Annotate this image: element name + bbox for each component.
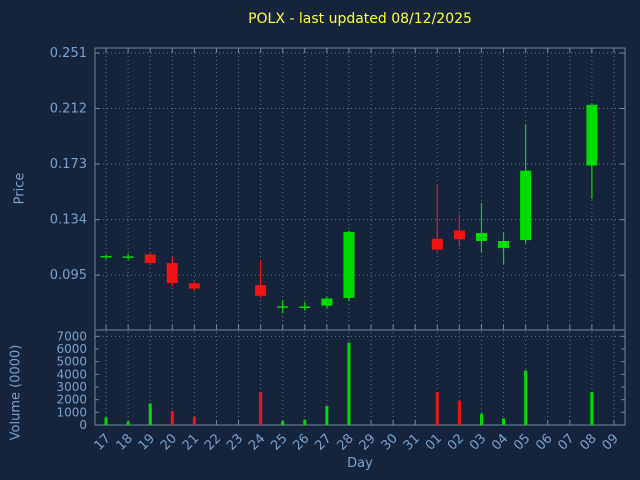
candle-body [166, 263, 178, 283]
volume-plot-border [94, 329, 626, 426]
x-tick-label: 06 [533, 431, 555, 453]
candle-03 [475, 202, 487, 253]
candle-24 [255, 260, 267, 298]
x-tick-label: 09 [599, 431, 621, 453]
x-tick-label: 20 [158, 431, 180, 453]
price-tick-label: 0.251 [50, 46, 87, 61]
price-tick-label: 0.173 [50, 157, 87, 172]
gridlines [95, 48, 625, 425]
candle-body [453, 230, 465, 240]
x-tick-label: 05 [511, 431, 533, 453]
volume-bar-24 [259, 392, 263, 425]
x-tick-label: 24 [246, 431, 268, 453]
volume-tick-label: 0 [79, 418, 87, 432]
x-tick-label: 23 [224, 431, 246, 453]
volume-tick-label: 6000 [56, 342, 87, 356]
volume-bar-04 [502, 418, 506, 425]
x-tick-label: 18 [114, 431, 136, 453]
x-tick-label: 19 [136, 431, 158, 453]
candle-body [188, 283, 200, 289]
volume-bar-28 [347, 342, 351, 425]
volume-bar-25 [281, 421, 285, 425]
candle-body [144, 254, 156, 264]
x-tick-label: 30 [379, 431, 401, 453]
candle-21 [188, 281, 200, 291]
price-tick-label: 0.095 [50, 268, 87, 283]
volume-bars [104, 342, 594, 425]
x-tick-label: 25 [268, 431, 290, 453]
volume-tick-label: 5000 [56, 355, 87, 369]
candle-body [520, 170, 532, 241]
price-tick-label: 0.134 [50, 213, 87, 228]
candle-19 [144, 253, 156, 265]
price-tick-label: 0.212 [50, 102, 87, 117]
volume-bar-02 [457, 400, 461, 425]
candle-18 [122, 253, 134, 260]
candle-01 [431, 184, 443, 252]
x-tick-label: 29 [357, 431, 379, 453]
candle-body [475, 233, 487, 241]
candle-body [498, 240, 510, 249]
candle-05 [520, 124, 532, 244]
candle-08 [586, 103, 598, 200]
candle-body [586, 104, 598, 166]
candle-body [122, 256, 134, 258]
candle-26 [299, 301, 311, 311]
candle-body [343, 231, 355, 298]
volume-bar-21 [192, 416, 196, 425]
volume-bar-27 [325, 406, 329, 425]
x-tick-label: 07 [555, 431, 577, 453]
volume-bar-05 [524, 370, 528, 425]
volume-bar-19 [148, 403, 152, 425]
volume-tick-label: 7000 [56, 329, 87, 343]
candle-body [321, 298, 333, 306]
x-tick-label: 27 [312, 431, 334, 453]
candlesticks [100, 103, 598, 314]
candle-02 [453, 214, 465, 247]
x-tick-label: 04 [489, 431, 511, 453]
x-tick-label: 22 [202, 431, 224, 453]
x-tick-label: 26 [290, 431, 312, 453]
volume-bar-20 [170, 411, 174, 425]
candle-27 [321, 296, 333, 308]
x-tick-label: 01 [423, 431, 445, 453]
volume-tick-label: 1000 [56, 405, 87, 419]
x-tick-label: 08 [577, 431, 599, 453]
x-tick-label: 31 [401, 431, 423, 453]
volume-tick-label: 4000 [56, 367, 87, 381]
candle-17 [100, 254, 112, 260]
volume-bar-03 [479, 413, 483, 425]
volume-bar-08 [590, 392, 594, 425]
price-plot-border [94, 47, 626, 331]
candle-body [100, 255, 112, 258]
candle-body [277, 306, 289, 308]
x-tick-label: 28 [334, 431, 356, 453]
volume-tick-label: 3000 [56, 380, 87, 394]
x-tick-label: 03 [467, 431, 489, 453]
candle-25 [277, 300, 289, 314]
volume-bar-17 [104, 417, 108, 425]
volume-bar-01 [435, 392, 439, 425]
candle-body [299, 306, 311, 308]
candle-body [431, 238, 443, 250]
candle-28 [343, 230, 355, 302]
candle-body [255, 285, 267, 296]
tick-marks [95, 48, 625, 426]
candle-20 [166, 256, 178, 287]
candle-04 [498, 233, 510, 265]
volume-bar-26 [303, 419, 307, 425]
volume-tick-label: 2000 [56, 393, 87, 407]
x-tick-label: 21 [180, 431, 202, 453]
x-tick-label: 17 [92, 431, 114, 453]
volume-bar-18 [126, 421, 130, 425]
x-tick-label: 02 [445, 431, 467, 453]
